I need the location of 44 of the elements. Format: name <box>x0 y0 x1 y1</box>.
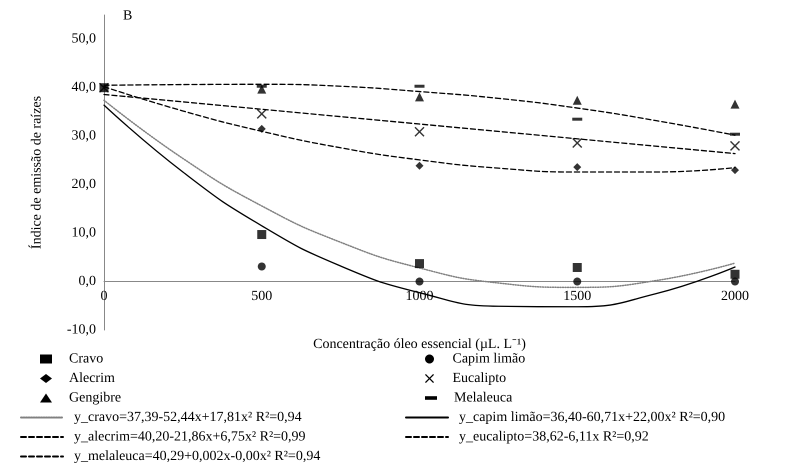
x-tick-label: 1500 <box>563 289 592 304</box>
y-tick-label: 30,0 <box>72 128 96 144</box>
legend-label: y_alecrim=40,20-21,86x+6,75x² R²=0,99 <box>74 430 306 444</box>
point <box>573 163 582 172</box>
legend-label: y_cravo=37,39-52,44x+17,81x² R²=0,94 <box>74 410 302 425</box>
point <box>258 124 266 133</box>
legend-label: Alecrim <box>69 371 115 386</box>
y-axis-title: Índice de emissão de raízes <box>28 96 44 250</box>
point <box>731 278 739 286</box>
y-tick-label: 40,0 <box>72 80 96 96</box>
point <box>573 278 582 286</box>
legend-label: Eucalipto <box>452 371 506 386</box>
point <box>730 100 740 109</box>
point <box>731 166 739 174</box>
x-tick-label: 2000 <box>721 289 749 304</box>
point <box>730 140 740 151</box>
point <box>572 138 582 148</box>
y-tick-label: -10,0 <box>66 322 96 338</box>
legend-label: Gengibre <box>69 390 122 406</box>
y-tick-label: 50,0 <box>72 32 96 47</box>
y-tick-label: 0,0 <box>78 274 96 290</box>
x-tick-label: 500 <box>251 289 272 304</box>
legend-label: Cravo <box>69 352 104 366</box>
point <box>258 262 266 271</box>
point <box>257 230 266 240</box>
point <box>416 162 424 170</box>
point <box>414 126 424 137</box>
chart-title: B <box>123 8 132 24</box>
point <box>416 278 424 286</box>
y-tick-label: 20,0 <box>72 177 96 192</box>
y-tick-label: 10,0 <box>72 226 96 241</box>
point <box>572 96 582 105</box>
point <box>415 259 424 268</box>
point <box>415 92 424 102</box>
legend-label: Melaleuca <box>454 390 514 406</box>
legend-label: y_eucalipto=38,62-6,11x R²=0,92 <box>459 430 649 444</box>
x-axis-title: Concentração óleo essencial (µL. L⁻¹) <box>313 337 526 352</box>
legend-label: y_capim limão=36,40-60,71x+22,00x² R²=0,90 <box>459 410 726 425</box>
legend-label: Capim limão <box>452 352 526 366</box>
x-tick-label: 0 <box>100 289 108 304</box>
point <box>572 262 582 272</box>
point <box>256 108 267 119</box>
point <box>730 270 740 279</box>
legend-label: y_melaleuca=40,29+0,002x-0,00x² R²=0,94 <box>74 449 320 464</box>
